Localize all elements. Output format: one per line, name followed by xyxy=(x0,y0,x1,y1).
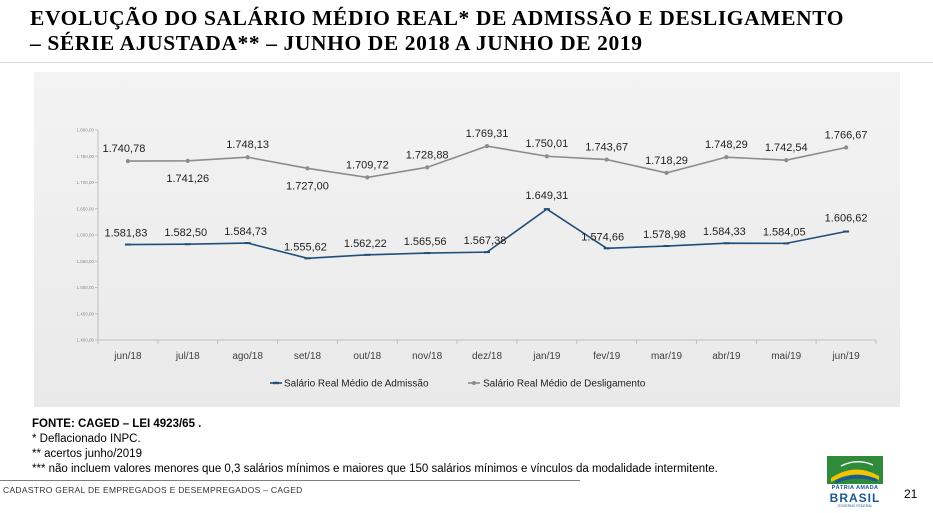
data-label: 1.766,67 xyxy=(825,129,868,141)
data-label: 1.567,38 xyxy=(464,235,507,247)
x-tick-label: jan/19 xyxy=(532,351,561,362)
data-label: 1.748,29 xyxy=(705,139,748,151)
y-tick-label: 1.450,00 xyxy=(76,311,94,316)
data-label: 1.741,26 xyxy=(166,173,209,185)
data-label: 1.742,54 xyxy=(765,142,808,154)
y-tick-label: 1.700,00 xyxy=(76,180,94,185)
data-label: 1.728,88 xyxy=(406,149,449,161)
data-label: 1.718,29 xyxy=(645,155,688,167)
series-point xyxy=(425,165,430,170)
data-label: 1.565,56 xyxy=(404,236,447,248)
data-label: 1.750,01 xyxy=(525,138,568,150)
chart-panel xyxy=(34,72,900,407)
series-point xyxy=(245,155,250,160)
y-tick-label: 1.750,00 xyxy=(76,154,94,159)
footer-text: CADASTRO GERAL DE EMPREGADOS E DESEMPREG… xyxy=(3,485,303,495)
y-tick-label: 1.800,00 xyxy=(76,128,94,133)
logo-text-1: PÁTRIA AMADA xyxy=(831,485,879,491)
x-tick-label: jul/18 xyxy=(175,351,200,362)
x-tick-label: set/18 xyxy=(294,351,322,362)
y-tick-label: 1.550,00 xyxy=(76,259,94,264)
x-tick-label: jun/18 xyxy=(113,351,142,362)
series-point xyxy=(185,158,190,163)
series-point xyxy=(544,154,549,159)
legend-marker-desligamento xyxy=(472,381,476,385)
x-tick-label: ago/18 xyxy=(232,351,263,362)
data-label: 1.649,31 xyxy=(525,190,568,202)
series-point xyxy=(784,158,789,163)
x-tick-label: dez/18 xyxy=(472,351,502,362)
y-tick-label: 1.600,00 xyxy=(76,233,94,238)
data-label: 1.562,22 xyxy=(344,238,387,250)
data-label: 1.578,98 xyxy=(643,229,686,241)
series-point xyxy=(664,170,669,175)
data-label: 1.743,67 xyxy=(585,142,628,154)
x-tick-label: jun/19 xyxy=(831,351,860,362)
logo-text-3: GOVERNO FEDERAL xyxy=(837,504,873,508)
y-tick-label: 1.500,00 xyxy=(76,285,94,290)
series-point xyxy=(604,157,609,162)
data-label: 1.555,62 xyxy=(284,241,327,253)
logo-text-2: BRASIL xyxy=(829,491,881,505)
legend-label-desligamento: Salário Real Médio de Desligamento xyxy=(483,379,646,390)
x-tick-label: abr/19 xyxy=(712,351,741,362)
x-tick-label: mar/19 xyxy=(651,351,683,362)
source-note: FONTE: CAGED – LEI 4923/65 . xyxy=(32,418,202,430)
title-line-2: – SÉRIE AJUSTADA** – JUNHO DE 2018 A JUN… xyxy=(30,31,643,55)
note-adjustments: ** acertos junho/2019 xyxy=(32,448,142,460)
footer-divider xyxy=(0,480,580,481)
x-tick-label: out/18 xyxy=(353,351,381,362)
data-label: 1.727,00 xyxy=(286,180,329,192)
x-tick-label: mai/19 xyxy=(771,351,801,362)
data-label: 1.709,72 xyxy=(346,159,389,171)
notes: FONTE: CAGED – LEI 4923/65 . * Deflacion… xyxy=(32,417,718,477)
series-point xyxy=(724,155,729,160)
title-divider xyxy=(0,62,933,63)
x-tick-label: nov/18 xyxy=(412,351,442,362)
series-point xyxy=(305,166,310,171)
data-label: 1.740,78 xyxy=(103,143,146,155)
brasil-logo: PÁTRIA AMADA BRASIL GOVERNO FEDERAL xyxy=(825,456,883,508)
data-label: 1.582,50 xyxy=(164,227,207,239)
data-label: 1.606,62 xyxy=(825,213,868,225)
y-tick-label: 1.650,00 xyxy=(76,206,94,211)
data-label: 1.581,83 xyxy=(105,228,148,240)
data-label: 1.769,31 xyxy=(466,128,509,140)
data-label: 1.574,66 xyxy=(581,231,624,243)
data-label: 1.584,05 xyxy=(763,226,806,238)
y-tick-label: 1.400,00 xyxy=(76,338,94,343)
flag-icon xyxy=(827,456,883,484)
note-deflation: * Deflacionado INPC. xyxy=(32,433,141,445)
series-point xyxy=(484,144,490,149)
title-line-1: EVOLUÇÃO DO SALÁRIO MÉDIO REAL* DE ADMIS… xyxy=(30,6,845,30)
x-tick-label: fev/19 xyxy=(593,351,621,362)
data-label: 1.748,13 xyxy=(226,139,269,151)
series-point xyxy=(125,158,131,164)
data-label: 1.584,73 xyxy=(224,226,267,238)
page-title: EVOLUÇÃO DO SALÁRIO MÉDIO REAL* DE ADMIS… xyxy=(30,6,920,56)
data-label: 1.584,33 xyxy=(703,226,746,238)
legend-label-admissao: Salário Real Médio de Admissão xyxy=(284,379,429,390)
note-exclusions: *** não incluem valores menores que 0,3 … xyxy=(32,463,718,475)
page-number: 21 xyxy=(904,487,918,501)
series-point xyxy=(843,145,849,150)
series-point xyxy=(365,175,370,180)
